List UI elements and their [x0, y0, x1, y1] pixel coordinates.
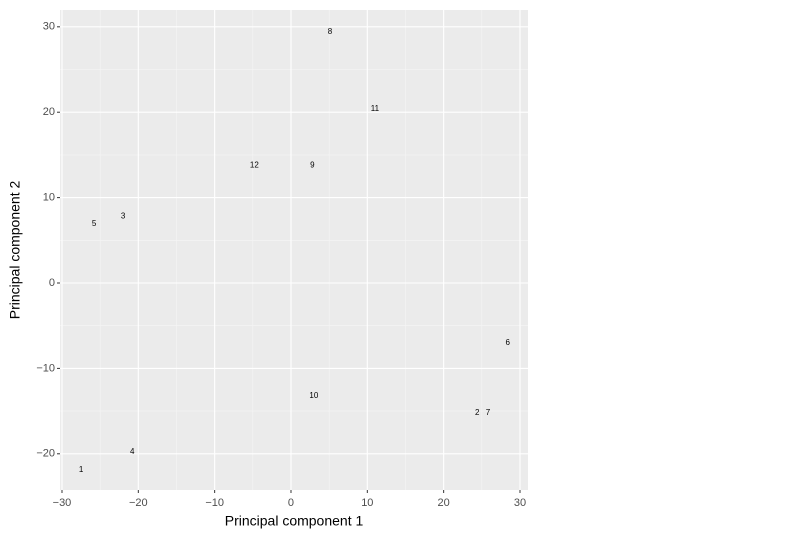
x-tick-label: 0	[288, 497, 294, 509]
x-tick-label: −30	[53, 497, 72, 509]
point-label: 2	[475, 408, 480, 417]
y-tick-label: 0	[49, 277, 55, 289]
point-label: 11	[371, 104, 380, 113]
x-tick-label: −10	[205, 497, 224, 509]
x-tick-label: 30	[514, 497, 526, 509]
point-label: 9	[310, 160, 315, 169]
x-axis-title: Principal component 1	[225, 513, 364, 529]
x-tick-label: 10	[361, 497, 373, 509]
plot-panel	[60, 10, 528, 490]
y-tick-label: 10	[43, 192, 55, 204]
x-tick-label: 20	[438, 497, 450, 509]
point-label: 4	[130, 447, 135, 456]
point-label: 7	[486, 408, 491, 417]
y-tick-label: −10	[36, 362, 55, 374]
point-label: 12	[250, 160, 259, 169]
y-tick-label: −20	[36, 448, 55, 460]
point-label: 6	[506, 338, 511, 347]
point-label: 10	[309, 391, 318, 400]
point-label: 8	[328, 27, 333, 36]
y-tick-label: 30	[43, 21, 55, 33]
y-axis-title: Principal component 2	[7, 181, 23, 320]
point-label: 3	[121, 212, 126, 221]
x-tick-label: −20	[129, 497, 148, 509]
point-label: 1	[79, 465, 84, 474]
y-tick-label: 20	[43, 106, 55, 118]
point-label: 5	[92, 219, 97, 228]
